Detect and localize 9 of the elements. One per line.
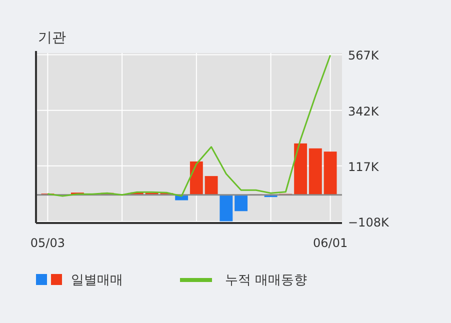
legend-label: 일별매매 (71, 273, 123, 288)
chart-title: 기관 (38, 30, 66, 46)
x-tick-label: 06/01 (313, 236, 348, 250)
x-tick-label: 05/03 (30, 236, 65, 250)
y-tick-label: 342K (348, 104, 380, 118)
legend-label: 누적 매매동향 (225, 273, 308, 288)
y-tick-label: 117K (348, 160, 380, 174)
y-tick-label: −108K (348, 216, 390, 230)
y-tick-label: 567K (348, 48, 380, 63)
